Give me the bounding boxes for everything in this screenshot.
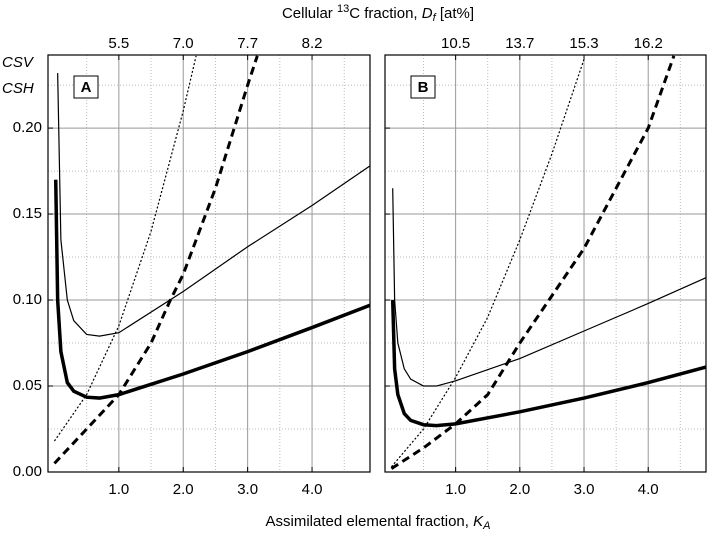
x-tick-label: 3.0	[574, 481, 595, 498]
x2-tick-label: 7.7	[237, 35, 258, 52]
line	[390, 59, 585, 468]
label-sub: A	[482, 520, 490, 532]
x-tick-label: 4.0	[638, 481, 659, 498]
y-tick-label: 0.20	[13, 119, 42, 136]
y-tick-label: 0.15	[13, 205, 42, 222]
x2-tick-label: 13.7	[505, 35, 534, 52]
label-part: C fraction,	[349, 5, 422, 22]
label-var: D	[422, 5, 433, 22]
label-sup: 13	[337, 3, 349, 15]
label-part: Assimilated elemental fraction,	[266, 513, 474, 530]
y-tick-label: 0.10	[13, 291, 42, 308]
x2-tick-label: 5.5	[108, 35, 129, 52]
x-axis-label: Assimilated elemental fraction, KA	[266, 513, 491, 532]
frame	[47, 54, 371, 473]
x-tick-label: 2.0	[509, 481, 530, 498]
y-tick-label: 0.05	[13, 377, 42, 394]
label-sub: f	[433, 12, 437, 24]
panel-label-box	[410, 75, 436, 99]
x-tick-label: 1.0	[445, 481, 466, 498]
y-axis-label: CSV	[2, 54, 35, 71]
line	[53, 55, 259, 465]
plot-area	[53, 55, 370, 465]
x2-tick-label: 8.2	[302, 35, 323, 52]
x-tick-label: 2.0	[173, 481, 194, 498]
top-axis-label: Cellular 13C fraction, Df [at%]	[282, 3, 474, 24]
panel-label: A	[81, 79, 92, 96]
line	[53, 179, 370, 400]
panel-label-box	[73, 75, 99, 99]
frame	[384, 54, 707, 473]
x-tick-label: 4.0	[302, 481, 323, 498]
label-var: K	[473, 513, 484, 530]
line	[392, 188, 706, 387]
panel-label: B	[418, 79, 429, 96]
x2-tick-label: 16.2	[634, 35, 663, 52]
label-part: Cellular	[282, 5, 337, 22]
line	[390, 299, 706, 428]
plot-area	[390, 55, 706, 470]
x2-tick-label: 10.5	[441, 35, 470, 52]
y-tick-label: 0.00	[13, 463, 42, 480]
x-tick-label: 3.0	[237, 481, 258, 498]
x2-tick-label: 15.3	[569, 35, 598, 52]
x-tick-label: 1.0	[108, 481, 129, 498]
y-axis-label: CSH	[2, 80, 34, 97]
line	[390, 55, 676, 470]
x2-tick-label: 7.0	[173, 35, 194, 52]
label-part: [at%]	[436, 5, 474, 22]
line	[57, 73, 370, 337]
